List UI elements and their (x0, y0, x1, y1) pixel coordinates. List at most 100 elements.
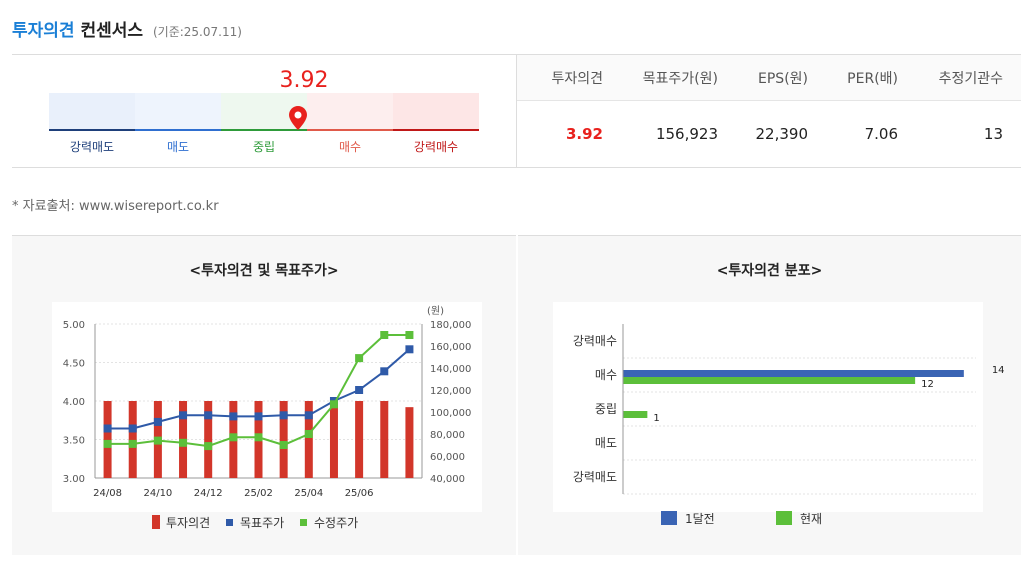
table-header-cell: EPS(원) (758, 70, 808, 87)
y-right-unit: (원) (427, 305, 444, 317)
legend-swatch (776, 511, 792, 525)
gauge-label: 강력매도 (69, 140, 115, 154)
category-label: 강력매도 (573, 470, 617, 484)
table-header-cell: PER(배) (847, 70, 898, 87)
opinion-bar (355, 401, 364, 478)
gauge-labels: 강력매도 매도 중립 매수 강력매수 (49, 138, 479, 155)
plot-area (52, 302, 482, 512)
수정주가-point (254, 433, 263, 442)
수정주가-point (355, 354, 364, 363)
opinion-distribution-panel: <투자의견 분포> 강력매수 매수 14 12 중립 1 매도 강력매도 1달전 현재 (518, 235, 1021, 555)
x-tick-label: 24/10 (143, 488, 172, 499)
legend-label: 수정주가 (314, 516, 358, 530)
목표주가-point (304, 411, 313, 420)
divider-vertical (516, 54, 517, 167)
목표주가-point (179, 411, 188, 420)
현재-bar (623, 377, 916, 384)
수정주가-point (380, 331, 389, 339)
y-left-tick: 3.50 (63, 436, 85, 447)
table-cell: 22,390 (755, 125, 809, 143)
legend-swatch (300, 519, 307, 526)
수정주가-point (229, 433, 238, 442)
현재-bar (623, 411, 648, 418)
location-pin-icon (289, 106, 307, 130)
base-date: (기준:25.07.11) (152, 25, 242, 39)
gauge-segment (393, 93, 479, 131)
legend-label: 목표주가 (240, 516, 284, 530)
title-consensus: 컨센서스 (80, 21, 144, 41)
opinion-gauge (49, 93, 479, 133)
수정주가-point (279, 441, 288, 449)
목표주가-point (204, 411, 213, 420)
y-right-tick: 160,000 (430, 342, 471, 353)
category-label: 강력매수 (573, 334, 617, 348)
목표주가-point (103, 424, 112, 433)
legend-swatch (226, 519, 233, 526)
table-cell: 3.92 (565, 125, 603, 143)
plot-area (553, 302, 983, 512)
목표주가-point (355, 386, 364, 394)
gauge-label: 매도 (166, 140, 190, 154)
opinion-bar (405, 407, 414, 478)
gauge-value: 3.92 (279, 68, 329, 93)
목표주가-point (153, 417, 162, 426)
gauge-segment (49, 93, 135, 131)
gauge-label: 강력매수 (413, 140, 459, 154)
table-header-cell: 목표주가(원) (642, 70, 718, 87)
opinion-target-price-chart: 5.00 4.50 4.00 3.50 3.00 180,000 160,000 140,00… (52, 302, 482, 530)
y-right-tick: 100,000 (430, 408, 471, 419)
목표주가-point (405, 345, 414, 354)
y-left-tick: 5.00 (63, 320, 85, 331)
table-header-cell: 투자의견 (551, 70, 603, 87)
gauge-label: 중립 (252, 140, 276, 154)
opinion-bar (380, 401, 389, 478)
수정주가-point (304, 430, 313, 438)
목표주가-point (279, 411, 288, 420)
목표주가-point (254, 412, 263, 421)
opinion-bar (128, 401, 137, 478)
x-tick-label: 24/08 (93, 488, 122, 499)
chart1-title: <투자의견 및 목표주가> (189, 263, 339, 279)
x-tick-label: 24/12 (194, 488, 223, 499)
legend-label: 1달전 (685, 512, 715, 526)
category-label: 중립 (595, 402, 617, 416)
divider-middle (12, 167, 1021, 168)
opinion-bar (329, 401, 338, 478)
수정주가-point (153, 436, 162, 445)
table-cell: 13 (983, 125, 1003, 143)
opinion-target-price-panel: <투자의견 및 목표주가> 5.00 4.50 4.00 3.50 3.00 180,00… (12, 235, 516, 555)
legend-swatch (661, 511, 677, 525)
수정주가-point (179, 438, 188, 447)
y-left-tick: 3.00 (63, 474, 85, 485)
table-header-row: 투자의견 목표주가(원) EPS(원) PER(배) 추정기관수 (517, 55, 1021, 101)
page-title: 투자의견 컨센서스 (기준:25.07.11) (12, 16, 242, 41)
title-opinion: 투자의견 (12, 21, 75, 41)
수정주가-point (204, 442, 213, 451)
opinion-bar (204, 401, 213, 478)
opinion-bar (279, 401, 288, 478)
목표주가-point (128, 424, 137, 433)
y-left-tick: 4.50 (63, 359, 85, 370)
수정주가-point (128, 439, 137, 448)
x-tick-label: 25/04 (294, 488, 323, 499)
y-right-tick: 120,000 (430, 386, 471, 397)
gauge-segment (135, 93, 221, 131)
수정주가-point (405, 331, 414, 339)
opinion-bar (103, 401, 112, 478)
opinion-bar (304, 401, 313, 478)
category-label: 매도 (595, 436, 617, 450)
data-label: 12 (921, 379, 934, 390)
legend-label: 투자의견 (166, 516, 210, 530)
data-label: 14 (992, 365, 1005, 376)
legend-swatch (152, 515, 160, 529)
table-cell: 156,923 (655, 125, 718, 143)
목표주가-point (380, 367, 389, 376)
목표주가-point (229, 412, 238, 421)
gauge-segment (307, 93, 393, 131)
y-left-tick: 4.00 (63, 397, 85, 408)
data-label: 1 (653, 413, 659, 424)
y-right-tick: 80,000 (430, 430, 465, 441)
1달전-bar (623, 370, 964, 377)
table-header-cell: 추정기관수 (938, 70, 1003, 87)
